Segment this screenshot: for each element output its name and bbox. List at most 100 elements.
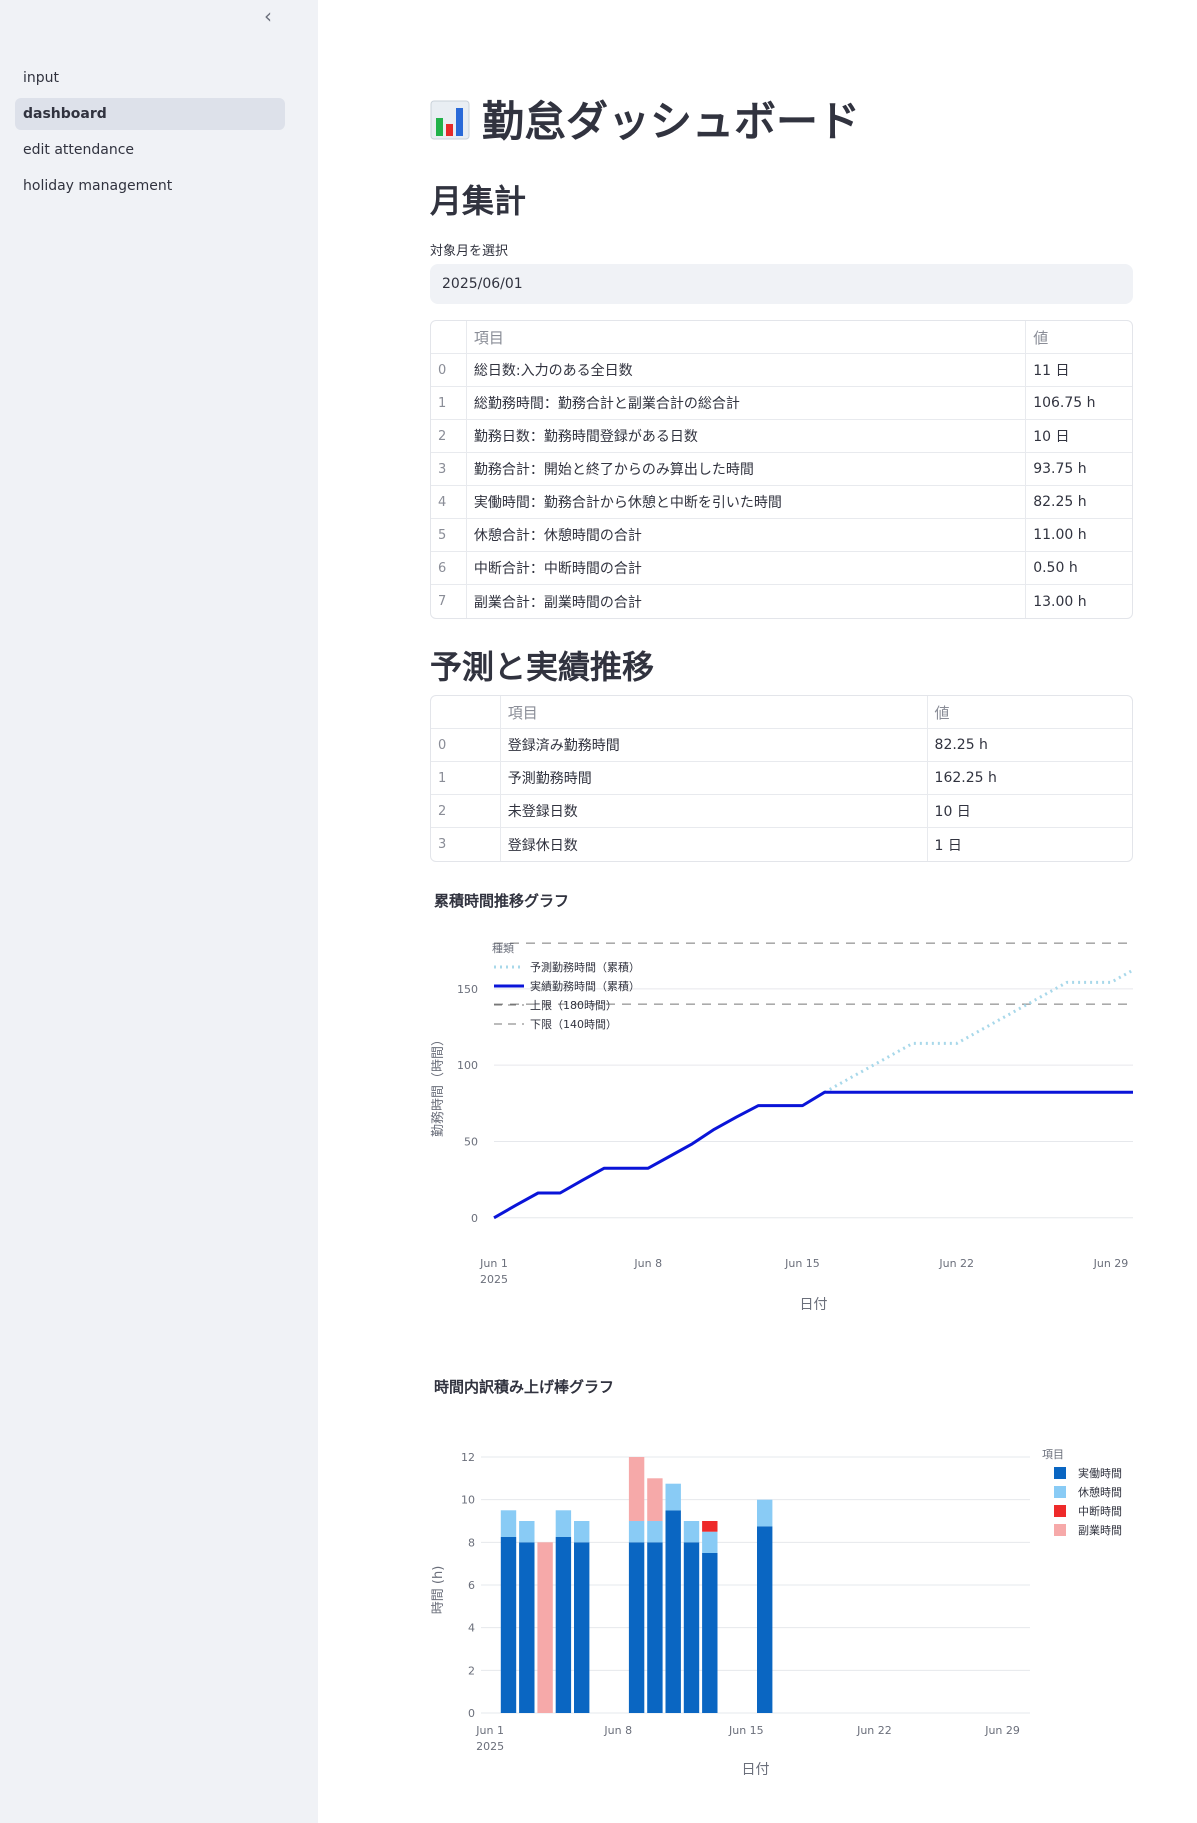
row-item-cell: 中断合計：中断時間の合計 bbox=[466, 552, 1027, 585]
bar-chart-icon bbox=[430, 100, 470, 140]
table-row[interactable]: 6 中断合計：中断時間の合計 0.50 h bbox=[431, 552, 1132, 585]
legend-swatch bbox=[1054, 1524, 1066, 1536]
y-tick-label: 0 bbox=[471, 1212, 478, 1225]
row-value-cell: 11.00 h bbox=[1026, 519, 1132, 552]
table-row[interactable]: 4 実働時間：勤務合計から休憩と中断を引いた時間 82.25 h bbox=[431, 486, 1132, 519]
x-tick-label: Jun 22 bbox=[856, 1724, 892, 1737]
x-axis-label: 日付 bbox=[800, 1297, 828, 1313]
legend-swatch bbox=[1054, 1467, 1066, 1479]
bar-segment bbox=[647, 1521, 663, 1543]
x-year-label: 2025 bbox=[480, 1273, 508, 1286]
y-tick-label: 6 bbox=[468, 1579, 475, 1592]
row-item-cell: 未登録日数 bbox=[500, 795, 928, 828]
bar-segment bbox=[519, 1521, 535, 1543]
stacked-bar-chart[interactable]: 0 2 4 6 8 10 12 Jun 1 Jun 8 Jun 15 Jun 22 Jun 29 202… bbox=[430, 1440, 1133, 1780]
table-row[interactable]: 5 休憩合計：休憩時間の合計 11.00 h bbox=[431, 519, 1132, 552]
legend-label: 予測勤務時間（累積） bbox=[530, 960, 640, 974]
bar-segment bbox=[537, 1542, 553, 1713]
row-value-cell: 11 日 bbox=[1026, 354, 1132, 387]
table-row[interactable]: 2 勤務日数：勤務時間登録がある日数 10 日 bbox=[431, 420, 1132, 453]
bar-segment bbox=[702, 1531, 718, 1553]
y-tick-label: 4 bbox=[468, 1622, 475, 1635]
row-index-cell: 0 bbox=[431, 354, 467, 387]
legend-swatch bbox=[1054, 1486, 1066, 1498]
row-item-cell: 勤務合計：開始と終了からのみ算出した時間 bbox=[466, 453, 1027, 486]
row-value-cell: 162.25 h bbox=[927, 762, 1132, 795]
summary-table: 項目 値 0 総日数:入力のある全日数 11 日 1 総勤務時間：勤務合計と副業合計の総… bbox=[430, 320, 1133, 619]
row-item-cell: 総勤務時間：勤務合計と副業合計の総合計 bbox=[466, 387, 1027, 420]
column-header-item[interactable]: 項目 bbox=[466, 321, 1027, 354]
bar-segment bbox=[574, 1542, 590, 1713]
column-header-item[interactable]: 項目 bbox=[500, 696, 928, 729]
page-title: 勤怠ダッシュボード bbox=[430, 88, 860, 149]
bar-segment bbox=[500, 1510, 517, 1537]
bar-segment bbox=[500, 1537, 517, 1713]
sidebar-item-dashboard[interactable]: dashboard bbox=[15, 98, 285, 130]
y-tick-label: 10 bbox=[461, 1494, 475, 1507]
month-date-input[interactable]: 2025/06/01 bbox=[430, 264, 1133, 304]
row-index-cell: 2 bbox=[431, 795, 501, 828]
legend-label: 上限（180時間） bbox=[530, 999, 617, 1012]
legend-label: 副業時間 bbox=[1078, 1524, 1122, 1537]
series-line-solid bbox=[493, 1090, 1133, 1220]
x-tick-label: Jun 1 bbox=[475, 1724, 504, 1737]
y-tick-label: 100 bbox=[457, 1059, 478, 1072]
sidebar-nav: input dashboard edit attendance holiday … bbox=[15, 62, 285, 206]
x-year-label: 2025 bbox=[476, 1740, 504, 1753]
bar-segment bbox=[519, 1542, 535, 1713]
table-row[interactable]: 0 総日数:入力のある全日数 11 日 bbox=[431, 354, 1132, 387]
row-index-cell: 2 bbox=[431, 420, 467, 453]
page-title-text: 勤怠ダッシュボード bbox=[482, 97, 861, 146]
table-row[interactable]: 2 未登録日数 10 日 bbox=[431, 795, 1132, 828]
bar-segment bbox=[628, 1542, 645, 1713]
sidebar-item-input[interactable]: input bbox=[23, 70, 60, 86]
bar-segment bbox=[628, 1521, 645, 1543]
column-header-value[interactable]: 値 bbox=[1026, 321, 1132, 354]
x-axis-label: 日付 bbox=[742, 1762, 770, 1778]
row-value-cell: 82.25 h bbox=[1026, 486, 1132, 519]
cumulative-line-chart[interactable]: 0 50 100 150 Jun 1 Jun 8 Jun 15 Jun 22 Jun 29 202… bbox=[430, 925, 1133, 1320]
forecast-heading: 予測と実績推移 bbox=[430, 648, 655, 686]
legend-label: 下限（140時間） bbox=[530, 1018, 617, 1031]
sidebar-item-holiday-management[interactable]: holiday management bbox=[23, 178, 173, 194]
table-row[interactable]: 3 勤務合計：開始と終了からのみ算出した時間 93.75 h bbox=[431, 453, 1132, 486]
row-item-cell: 登録済み勤務時間 bbox=[500, 729, 928, 762]
x-tick-label: Jun 8 bbox=[633, 1257, 662, 1270]
table-row[interactable]: 0 登録済み勤務時間 82.25 h bbox=[431, 729, 1132, 762]
row-index-cell: 7 bbox=[431, 585, 467, 618]
row-value-cell: 93.75 h bbox=[1026, 453, 1132, 486]
x-tick-label: Jun 15 bbox=[728, 1724, 764, 1737]
legend-label: 実働時間 bbox=[1078, 1466, 1122, 1480]
sidebar-item-edit-attendance[interactable]: edit attendance bbox=[23, 142, 135, 158]
table-row[interactable]: 7 副業合計：副業時間の合計 13.00 h bbox=[431, 585, 1132, 618]
legend-label: 実績勤務時間（累積） bbox=[530, 979, 640, 993]
y-tick-label: 8 bbox=[468, 1536, 475, 1549]
bar-segment bbox=[647, 1542, 663, 1713]
x-tick-label: Jun 15 bbox=[784, 1257, 820, 1270]
x-tick-label: Jun 8 bbox=[603, 1724, 632, 1737]
column-header-index[interactable] bbox=[431, 321, 467, 354]
y-axis-label: 時間 (h) bbox=[431, 1566, 446, 1615]
column-header-value[interactable]: 値 bbox=[927, 696, 1132, 729]
row-index-cell: 1 bbox=[431, 387, 467, 420]
row-value-cell: 1 日 bbox=[934, 837, 962, 854]
table-row[interactable]: 1 予測勤務時間 162.25 h bbox=[431, 762, 1132, 795]
row-item-cell: 登録休日数 bbox=[501, 828, 928, 861]
row-index-cell: 6 bbox=[431, 552, 467, 585]
row-item-cell: 休憩合計：休憩時間の合計 bbox=[466, 519, 1027, 552]
table-row[interactable]: 3 登録休日数 1 日 bbox=[431, 828, 1132, 861]
column-header-index[interactable] bbox=[431, 696, 501, 729]
legend-swatch bbox=[1054, 1505, 1066, 1517]
y-tick-label: 150 bbox=[457, 983, 478, 996]
row-item-cell: 総日数:入力のある全日数 bbox=[466, 354, 1027, 387]
row-value-cell: 82.25 h bbox=[927, 729, 1132, 762]
table-row[interactable]: 1 総勤務時間：勤務合計と副業合計の総合計 106.75 h bbox=[431, 387, 1132, 420]
forecast-table: 項目 値 0 登録済み勤務時間 82.25 h 1 予測勤務時間 162.25 h 2 未登録… bbox=[430, 695, 1133, 862]
row-value-cell: 106.75 h bbox=[1026, 387, 1132, 420]
collapse-sidebar-button[interactable]: ‹ bbox=[257, 6, 279, 28]
row-value-cell: 0.50 h bbox=[1026, 552, 1132, 585]
row-index-cell: 5 bbox=[431, 519, 467, 552]
monthly-heading: 月集計 bbox=[430, 182, 527, 220]
bar-segment bbox=[555, 1510, 572, 1537]
bar-segment bbox=[665, 1510, 681, 1713]
